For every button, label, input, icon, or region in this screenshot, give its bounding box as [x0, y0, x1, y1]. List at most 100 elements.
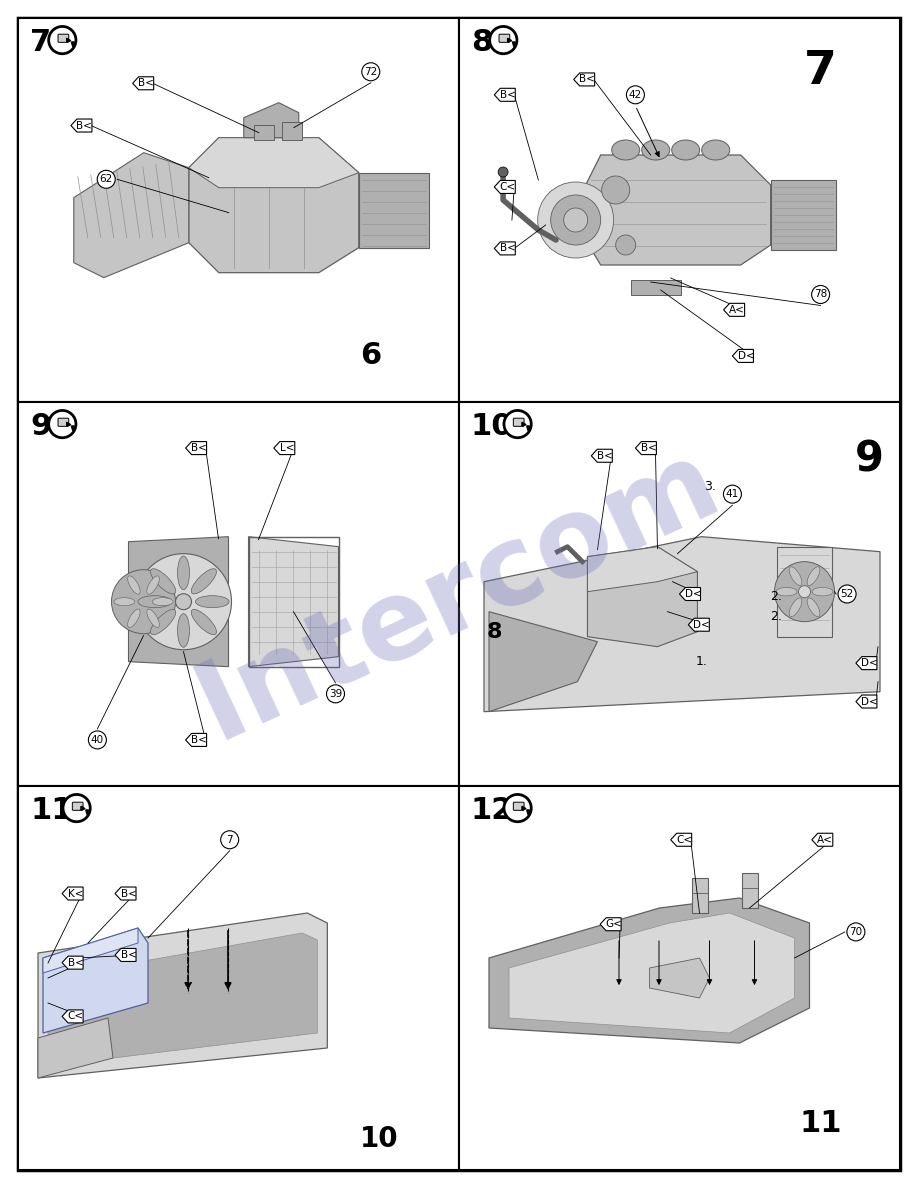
Polygon shape [62, 956, 84, 969]
Circle shape [88, 731, 106, 748]
Text: B<: B< [191, 443, 207, 453]
Circle shape [538, 182, 613, 258]
Circle shape [812, 285, 830, 303]
FancyBboxPatch shape [513, 802, 524, 810]
Ellipse shape [196, 595, 230, 608]
Text: D<: D< [685, 589, 701, 599]
Circle shape [111, 570, 175, 633]
Bar [459, 18, 900, 402]
Text: B<: B< [120, 950, 137, 960]
Polygon shape [185, 733, 207, 746]
Polygon shape [650, 958, 710, 998]
Polygon shape [115, 948, 136, 961]
Polygon shape [600, 918, 621, 930]
Polygon shape [512, 42, 515, 46]
Text: 52: 52 [841, 589, 854, 599]
Circle shape [775, 562, 834, 621]
Text: C<: C< [68, 1011, 84, 1022]
Circle shape [847, 923, 865, 941]
Polygon shape [85, 810, 88, 815]
Text: D<: D< [861, 658, 878, 668]
Polygon shape [359, 172, 429, 247]
Polygon shape [244, 102, 298, 138]
Polygon shape [522, 807, 526, 810]
Text: B<: B< [597, 450, 612, 461]
Text: D<: D< [693, 620, 711, 630]
Text: B<: B< [641, 443, 657, 453]
Ellipse shape [152, 598, 174, 606]
Polygon shape [489, 612, 598, 712]
Polygon shape [635, 442, 656, 455]
Polygon shape [72, 42, 74, 46]
Text: 7: 7 [30, 29, 51, 57]
Polygon shape [522, 422, 526, 426]
Text: C<: C< [499, 182, 516, 192]
Circle shape [551, 195, 600, 245]
Ellipse shape [147, 576, 160, 594]
Circle shape [504, 795, 532, 822]
Circle shape [220, 830, 239, 848]
Bar [459, 402, 900, 786]
Ellipse shape [114, 598, 135, 606]
Text: A<: A< [729, 305, 745, 315]
Polygon shape [494, 242, 515, 255]
Bar [18, 786, 459, 1170]
Bar [249, 537, 339, 666]
Polygon shape [43, 928, 138, 973]
Polygon shape [38, 914, 328, 1078]
Polygon shape [527, 810, 530, 815]
Ellipse shape [789, 598, 802, 617]
Polygon shape [189, 138, 359, 188]
Text: G<: G< [605, 920, 622, 929]
Text: 42: 42 [629, 90, 642, 100]
Polygon shape [48, 933, 318, 1066]
Circle shape [601, 176, 630, 204]
Polygon shape [856, 695, 877, 708]
Text: 39: 39 [329, 689, 342, 699]
Circle shape [327, 684, 344, 703]
Circle shape [49, 411, 76, 437]
Polygon shape [72, 426, 74, 431]
Circle shape [489, 26, 517, 53]
Polygon shape [723, 303, 744, 316]
Ellipse shape [138, 595, 172, 608]
Text: 2.: 2. [770, 590, 782, 604]
Ellipse shape [701, 140, 730, 160]
Bar [459, 786, 900, 1170]
Polygon shape [81, 807, 85, 810]
Bar [777, 546, 832, 637]
Polygon shape [282, 121, 302, 140]
Polygon shape [73, 153, 189, 278]
Ellipse shape [672, 140, 700, 160]
Circle shape [498, 168, 508, 177]
Circle shape [799, 586, 811, 598]
Text: B<: B< [120, 889, 137, 898]
Text: B<: B< [499, 90, 516, 100]
Polygon shape [67, 422, 71, 426]
Circle shape [63, 795, 90, 822]
Text: 11: 11 [800, 1110, 842, 1138]
Text: 78: 78 [814, 290, 827, 299]
Polygon shape [508, 38, 511, 42]
Polygon shape [588, 546, 698, 646]
Circle shape [626, 86, 644, 103]
Text: A<: A< [817, 835, 834, 845]
Bar [18, 402, 459, 786]
Text: 7: 7 [804, 49, 837, 94]
Ellipse shape [177, 614, 189, 647]
Circle shape [616, 235, 635, 255]
Polygon shape [494, 181, 515, 194]
Circle shape [362, 63, 380, 81]
Bar [691, 878, 708, 914]
Circle shape [97, 170, 115, 188]
Circle shape [136, 554, 231, 650]
Ellipse shape [789, 567, 802, 586]
Polygon shape [38, 1018, 113, 1078]
Text: B<: B< [68, 958, 84, 968]
Polygon shape [771, 181, 835, 249]
Polygon shape [43, 928, 148, 1034]
Polygon shape [67, 38, 71, 42]
Ellipse shape [191, 569, 217, 594]
Polygon shape [253, 125, 274, 140]
Polygon shape [509, 914, 794, 1034]
